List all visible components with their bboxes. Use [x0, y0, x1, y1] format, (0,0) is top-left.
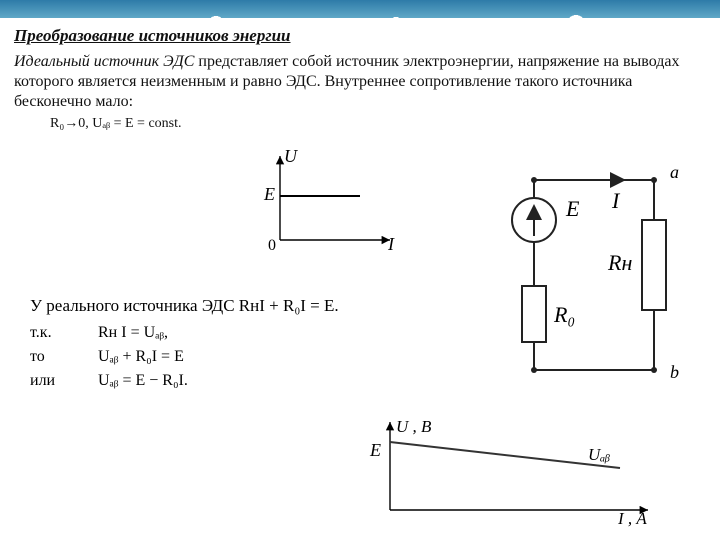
xlabel2: I , А: [617, 509, 647, 528]
decorative-wave-header: [0, 0, 720, 18]
real-source-graph: U , В I , А E Uₐᵦ: [360, 418, 660, 528]
circuit-e-label: E: [565, 196, 580, 221]
formula-row: то Uₐᵦ + R₀I = E: [30, 348, 410, 366]
circuit-diagram: a b E I R₀ Rн: [484, 160, 684, 390]
circuit-i-label: I: [611, 188, 621, 213]
intro-paragraph: Идеальный источник ЭДС представляет собо…: [14, 52, 706, 112]
emph-term: Идеальный источник ЭДС: [14, 53, 194, 70]
node-b: b: [670, 362, 679, 382]
formula-row: т.к. Rн I = Uₐᵦ,: [30, 324, 410, 342]
row-label: или: [30, 372, 70, 390]
circuit-r0-label: R₀: [553, 302, 575, 327]
ideal-source-graph: U I E 0: [260, 150, 400, 260]
real-source-heading: У реального источника ЭДС RнI + R₀I = E.: [30, 296, 410, 316]
ylabel2: U , В: [396, 418, 432, 436]
e-label: E: [263, 184, 275, 204]
ideal-condition-eq: R₀→0, Uₐᵦ = E = const.: [50, 116, 706, 132]
node-a: a: [670, 162, 679, 182]
uab-label: Uₐᵦ: [588, 445, 610, 464]
row-eq: Uₐᵦ + R₀I = E: [98, 348, 184, 366]
row-eq: Rн I = Uₐᵦ,: [98, 324, 168, 342]
slide-content: Преобразование источников энергии Идеаль…: [14, 26, 706, 132]
e-label2: E: [369, 440, 381, 460]
circuit-rn-label: Rн: [607, 250, 632, 275]
row-label: то: [30, 348, 70, 366]
ylabel: U: [284, 150, 298, 166]
origin: 0: [268, 237, 276, 254]
formula-block: У реального источника ЭДС RнI + R₀I = E.…: [30, 296, 410, 396]
xlabel: I: [387, 234, 395, 254]
formula-row: или Uₐᵦ = E − R₀I.: [30, 372, 410, 390]
row-label: т.к.: [30, 324, 70, 342]
row-eq: Uₐᵦ = E − R₀I.: [98, 372, 188, 390]
slide-title: Преобразование источников энергии: [14, 26, 706, 46]
